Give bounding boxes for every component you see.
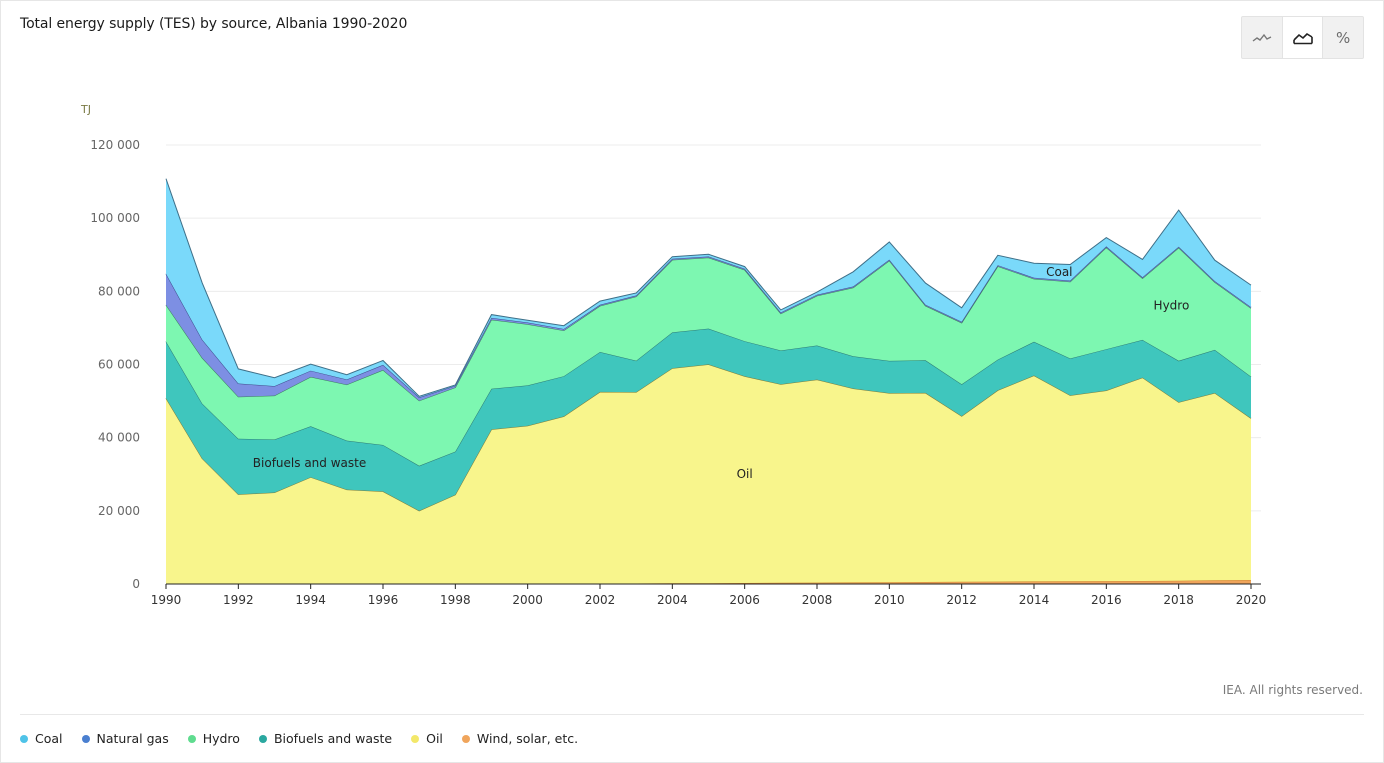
area-wind-solar-etc- bbox=[166, 580, 1251, 584]
series-annotation: Oil bbox=[737, 467, 753, 481]
chart-type-toggle: % bbox=[1241, 16, 1364, 59]
y-tick-label: 20 000 bbox=[98, 504, 140, 518]
x-tick-label: 2014 bbox=[1019, 593, 1050, 607]
x-tick-label: 1992 bbox=[223, 593, 254, 607]
legend-item-oil[interactable]: Oil bbox=[411, 731, 443, 746]
y-tick-label: 100 000 bbox=[90, 211, 140, 225]
y-tick-label: 0 bbox=[132, 577, 140, 591]
x-tick-label: 2008 bbox=[802, 593, 833, 607]
series-annotation: Coal bbox=[1046, 265, 1072, 279]
legend-swatch bbox=[461, 734, 470, 743]
percent-icon: % bbox=[1336, 28, 1351, 47]
area-chart-icon bbox=[1292, 32, 1313, 44]
line-chart-icon bbox=[1252, 33, 1272, 42]
x-tick-label: 2010 bbox=[874, 593, 905, 607]
series-line-coal bbox=[165, 178, 1252, 397]
legend-label: Natural gas bbox=[96, 731, 169, 746]
x-tick-label: 2006 bbox=[729, 593, 760, 607]
legend-item-hydro[interactable]: Hydro bbox=[187, 731, 240, 746]
legend-label: Hydro bbox=[202, 731, 240, 746]
legend-swatch bbox=[258, 734, 267, 743]
legend-label: Biofuels and waste bbox=[273, 731, 393, 746]
y-unit-label: TJ bbox=[80, 103, 91, 116]
legend-label: Coal bbox=[35, 731, 63, 746]
y-tick-label: 60 000 bbox=[98, 358, 140, 372]
legend-item-biofuels[interactable]: Biofuels and waste bbox=[258, 731, 393, 746]
x-tick-label: 1996 bbox=[368, 593, 399, 607]
series-annotation: Hydro bbox=[1154, 299, 1190, 313]
area-chart-button[interactable] bbox=[1281, 17, 1323, 58]
x-tick-label: 1990 bbox=[151, 593, 182, 607]
x-tick-label: 1994 bbox=[295, 593, 326, 607]
legend-swatch bbox=[411, 734, 420, 743]
line-chart-button[interactable] bbox=[1242, 17, 1282, 58]
y-tick-label: 120 000 bbox=[90, 138, 140, 152]
x-tick-label: 2004 bbox=[657, 593, 688, 607]
legend-swatch bbox=[187, 734, 196, 743]
area-hydro bbox=[166, 247, 1251, 466]
x-tick-label: 2018 bbox=[1163, 593, 1194, 607]
legend-label: Oil bbox=[426, 731, 443, 746]
x-tick-label: 2012 bbox=[946, 593, 977, 607]
series-annotation: Biofuels and waste bbox=[253, 456, 366, 470]
legend-divider bbox=[20, 714, 1364, 715]
legend-item-coal[interactable]: Coal bbox=[20, 731, 63, 746]
percent-button[interactable]: % bbox=[1322, 17, 1363, 58]
area-oil bbox=[166, 364, 1251, 584]
legend-swatch bbox=[20, 734, 28, 743]
legend-label: Wind, solar, etc. bbox=[476, 731, 579, 746]
legend: Coal Natural gas Hydro Biofuels and wast… bbox=[20, 731, 578, 746]
x-tick-label: 1998 bbox=[440, 593, 471, 607]
legend-item-natural-gas[interactable]: Natural gas bbox=[81, 731, 169, 746]
x-tick-label: 2000 bbox=[512, 593, 543, 607]
y-tick-label: 40 000 bbox=[98, 431, 140, 445]
area-chart: TJ 0 20 000 40 000 60 000 80 000 100 000 120 00… bbox=[80, 103, 1267, 607]
y-tick-label: 80 000 bbox=[98, 284, 140, 298]
area-biofuels-and-waste bbox=[166, 328, 1251, 511]
chart-title: Total energy supply (TES) by source, Alb… bbox=[20, 16, 408, 32]
x-tick-label: 2002 bbox=[585, 593, 616, 607]
legend-swatch bbox=[81, 734, 90, 743]
copyright-credit: IEA. All rights reserved. bbox=[1222, 683, 1363, 697]
legend-item-renewables[interactable]: Wind, solar, etc. bbox=[461, 731, 579, 746]
x-tick-label: 2020 bbox=[1236, 593, 1267, 607]
x-tick-label: 2016 bbox=[1091, 593, 1122, 607]
